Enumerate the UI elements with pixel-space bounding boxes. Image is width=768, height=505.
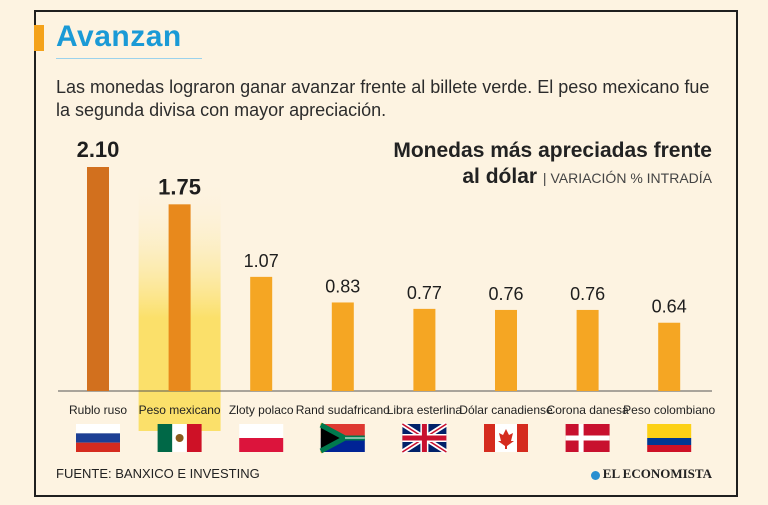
bar-1 <box>87 167 109 391</box>
flag-stripe <box>239 424 284 438</box>
source-note: FUENTE: BANXICO E INVESTING <box>56 466 260 481</box>
flag-emblem <box>175 434 184 442</box>
value-label: 0.64 <box>652 297 687 317</box>
flag-stripe <box>157 424 173 452</box>
page-title: Avanzan <box>56 20 182 53</box>
canada-flag <box>484 424 528 452</box>
flag-stripe <box>647 438 692 445</box>
chart-title: Monedas más apreciadas frente al dólar |… <box>332 138 712 191</box>
brand-logo: EL ECONOMISTA <box>590 466 712 482</box>
flag-stripe <box>647 424 692 438</box>
chart-title-line1: Monedas más apreciadas frente <box>393 139 712 162</box>
brand-dot-icon <box>590 470 600 480</box>
value-label: 1.07 <box>244 251 279 271</box>
flag-stripe <box>186 424 202 452</box>
flag-cross-red <box>402 435 447 441</box>
flag-maple-leaf <box>498 429 514 449</box>
title-accent-bar <box>34 25 44 51</box>
value-label: 2.10 <box>77 137 120 162</box>
bar-8 <box>658 322 681 391</box>
mexico-flag <box>157 424 202 452</box>
chart-subtitle-wrap: | VARIACIÓN % INTRADÍA <box>542 170 712 186</box>
bar-5 <box>413 308 436 391</box>
chart-title-line2: al dólar <box>462 165 538 188</box>
bar-2 <box>168 204 191 391</box>
flag-triangle <box>320 424 343 452</box>
chart-title-line2-wrap: al dólar | VARIACIÓN % INTRADÍA <box>332 164 712 191</box>
chart-subtitle: VARIACIÓN % INTRADÍA <box>550 170 712 186</box>
flag-stripe <box>647 445 692 452</box>
flag-stripe <box>76 442 120 452</box>
value-label: 0.76 <box>488 284 523 304</box>
colombia-flag <box>647 424 692 452</box>
category-label: Rublo ruso <box>69 403 127 417</box>
value-label: 0.77 <box>407 283 442 303</box>
flag-cross <box>565 435 610 441</box>
bar-3 <box>250 276 273 391</box>
bar-6 <box>495 309 517 391</box>
flag-stripe <box>239 438 284 452</box>
category-label: Corona danesa <box>547 403 629 417</box>
category-label: Peso mexicano <box>139 403 221 417</box>
category-label: Libra esterlina <box>387 403 463 417</box>
brand-name: EL ECONOMISTA <box>602 466 712 481</box>
poland-flag <box>239 424 284 452</box>
category-label: Zloty polaco <box>229 403 294 417</box>
flag-stripe <box>76 424 120 434</box>
bar-4 <box>331 302 354 391</box>
title-underline <box>56 58 202 59</box>
flag-stripe <box>76 433 120 443</box>
value-label: 0.76 <box>570 284 605 304</box>
south-africa-flag <box>319 422 365 454</box>
russia-flag <box>76 424 120 452</box>
denmark-flag <box>565 424 610 452</box>
flag-band <box>517 424 528 452</box>
bar-7 <box>576 309 599 391</box>
flag-band <box>484 424 495 452</box>
uk-flag <box>401 421 448 455</box>
category-label: Peso colombiano <box>623 403 715 417</box>
category-label: Dólar canadiense <box>459 403 553 417</box>
value-label: 1.75 <box>158 174 201 199</box>
page-subtitle: Las monedas lograron ganar avanzar frent… <box>56 77 710 120</box>
value-label: 0.83 <box>325 276 360 296</box>
category-label: Rand sudafricano <box>296 403 390 417</box>
